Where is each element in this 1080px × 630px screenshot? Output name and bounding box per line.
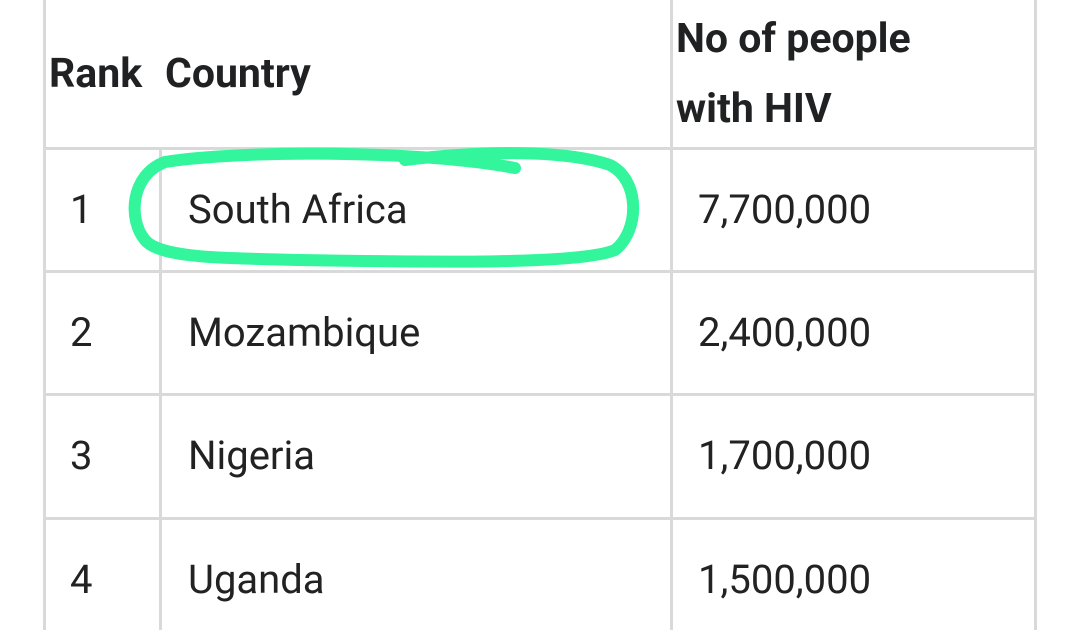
rank-cell: 1 <box>70 186 93 233</box>
highlight-circle <box>128 147 640 268</box>
border <box>159 148 162 630</box>
border <box>670 0 673 630</box>
header-cell: Rank <box>49 49 143 98</box>
country-cell: Nigeria <box>188 432 315 479</box>
border <box>43 517 1037 520</box>
border <box>1034 0 1037 630</box>
value-cell: 2,400,000 <box>698 309 872 356</box>
rank-cell: 3 <box>70 432 93 479</box>
country-cell: Mozambique <box>188 309 421 356</box>
country-cell: South Africa <box>188 186 408 233</box>
value-cell: 1,500,000 <box>698 556 872 603</box>
country-cell: Uganda <box>188 556 325 603</box>
value-cell: 7,700,000 <box>698 186 872 233</box>
header-cell: Country <box>165 49 311 98</box>
header-cell: No of people with HIV <box>676 14 911 133</box>
rank-cell: 2 <box>70 309 93 356</box>
value-cell: 1,700,000 <box>698 432 872 479</box>
rank-cell: 4 <box>70 556 93 603</box>
border <box>43 0 46 630</box>
border <box>43 270 1037 273</box>
border <box>43 393 1037 396</box>
